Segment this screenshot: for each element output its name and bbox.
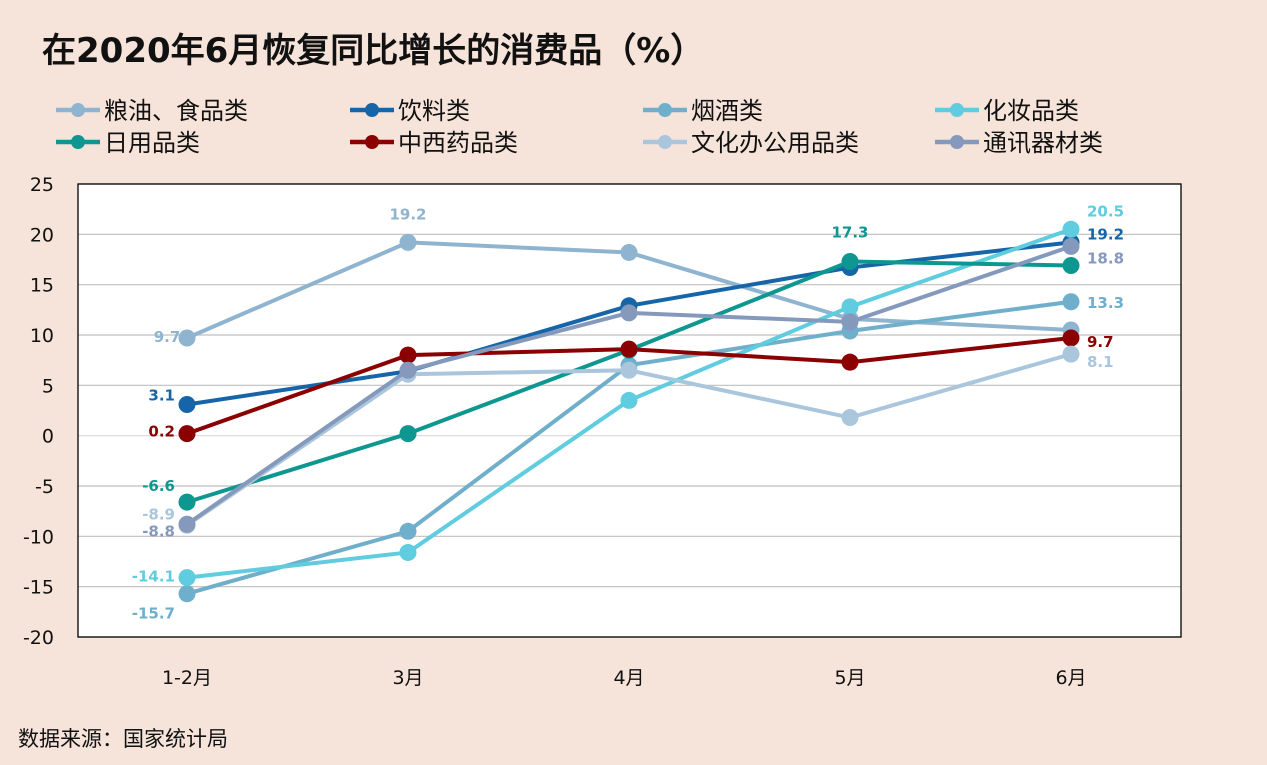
x-tick-label: 1-2月 (162, 667, 212, 689)
y-tick-label: -10 (23, 526, 54, 548)
data-point (400, 544, 417, 561)
data-point (1063, 257, 1080, 274)
legend-item: 日用品类 (56, 129, 200, 157)
data-point (842, 354, 859, 371)
data-label: 18.8 (1087, 249, 1124, 267)
data-point (179, 569, 196, 586)
data-point (1063, 330, 1080, 347)
source-note: 数据来源：国家统计局 (18, 727, 228, 751)
data-point (179, 585, 196, 602)
data-point (179, 425, 196, 442)
x-axis-ticks: 1-2月 3月 4月 5月 6月 (162, 667, 1087, 689)
legend-item: 中西药品类 (350, 129, 518, 157)
legend-label: 通讯器材类 (983, 129, 1103, 157)
legend-item: 饮料类 (350, 97, 470, 125)
legend-marker-icon (950, 135, 964, 149)
legend-item: 文化办公用品类 (643, 129, 859, 157)
data-label: 19.2 (389, 205, 426, 223)
legend-label: 化妆品类 (983, 97, 1079, 125)
y-axis-ticks: 25 20 15 10 5 0 -5 -10 -15 -20 (23, 174, 54, 649)
data-label: 3.1 (148, 386, 175, 404)
data-label: 19.2 (1087, 225, 1124, 243)
x-tick-label: 4月 (613, 667, 644, 689)
data-point (842, 253, 859, 270)
data-point (621, 304, 638, 321)
data-point (621, 341, 638, 358)
data-label: 9.7 (1087, 333, 1114, 351)
legend-item: 化妆品类 (935, 97, 1079, 125)
data-point (842, 313, 859, 330)
legend-marker-icon (71, 135, 85, 149)
data-point (179, 396, 196, 413)
data-label: -14.1 (132, 568, 175, 586)
legend-label: 中西药品类 (398, 129, 518, 157)
legend-marker-icon (365, 103, 379, 117)
data-point (400, 234, 417, 251)
legend-label: 文化办公用品类 (691, 129, 859, 157)
y-tick-label: -5 (35, 476, 54, 498)
data-point (400, 347, 417, 364)
data-point (1063, 293, 1080, 310)
data-point (400, 523, 417, 540)
data-label: -8.9 (142, 505, 175, 523)
data-point (179, 330, 196, 347)
y-tick-label: 25 (30, 174, 54, 196)
legend-label: 日用品类 (104, 129, 200, 157)
x-tick-label: 6月 (1055, 667, 1086, 689)
legend-item: 烟酒类 (643, 97, 763, 125)
data-label: -6.6 (142, 477, 175, 495)
data-point (621, 362, 638, 379)
legend-item: 通讯器材类 (935, 129, 1103, 157)
data-point (1063, 346, 1080, 363)
data-point (842, 298, 859, 315)
legend-marker-icon (71, 103, 85, 117)
y-tick-label: -20 (23, 627, 54, 649)
data-point (400, 425, 417, 442)
y-tick-label: 10 (30, 325, 54, 347)
data-point (179, 516, 196, 533)
y-tick-label: 15 (30, 275, 54, 297)
data-point (621, 244, 638, 261)
chart-title: 在2020年6月恢复同比增长的消费品（%） (42, 31, 704, 71)
legend-marker-icon (365, 135, 379, 149)
legend-item: 粮油、食品类 (56, 97, 248, 125)
data-label: 20.5 (1087, 202, 1124, 220)
legend-label: 饮料类 (398, 97, 470, 125)
data-label: 17.3 (831, 224, 868, 242)
data-label: 9.7 (154, 328, 181, 346)
data-label: -8.8 (142, 522, 175, 540)
legend-label: 粮油、食品类 (104, 97, 248, 125)
legend-label: 烟酒类 (691, 97, 763, 125)
legend-marker-icon (658, 103, 672, 117)
data-label: -15.7 (132, 605, 175, 623)
data-point (1063, 221, 1080, 238)
y-tick-label: 0 (42, 426, 54, 448)
data-point (842, 409, 859, 426)
legend-marker-icon (658, 135, 672, 149)
data-label: 0.2 (148, 423, 175, 441)
legend-marker-icon (950, 103, 964, 117)
x-tick-label: 5月 (834, 667, 865, 689)
y-tick-label: 5 (42, 375, 54, 397)
data-point (1063, 238, 1080, 255)
data-label: 13.3 (1087, 294, 1124, 312)
x-tick-label: 3月 (392, 667, 423, 689)
data-point (400, 362, 417, 379)
y-tick-label: -15 (23, 577, 54, 599)
data-point (179, 494, 196, 511)
data-point (621, 392, 638, 409)
y-tick-label: 20 (30, 224, 54, 246)
data-label: 8.1 (1087, 353, 1114, 371)
